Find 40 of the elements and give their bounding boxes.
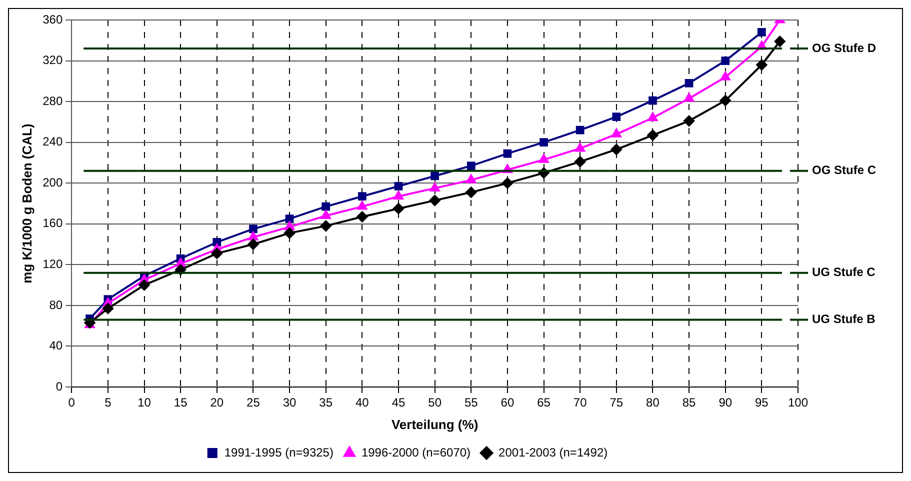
y-tick-label: 120 <box>42 256 63 271</box>
y-tick-label: 320 <box>42 53 63 68</box>
x-tick-label: 20 <box>210 396 224 410</box>
y-tick-label: 200 <box>42 175 63 190</box>
x-tick-label: 85 <box>682 396 696 410</box>
x-tick-label: 80 <box>646 396 660 410</box>
x-tick-label: 60 <box>500 396 514 410</box>
x-tick-label: 55 <box>464 396 478 410</box>
x-tick-label: 0 <box>68 396 76 410</box>
x-tick-label: 95 <box>755 396 769 410</box>
x-tick-label: 10 <box>138 396 152 410</box>
y-tick-label: 160 <box>42 216 63 230</box>
y-tick-label: 80 <box>49 298 63 312</box>
legend-label: 2001-2003 (n=1492) <box>498 445 608 460</box>
legend-label: 1996-2000 (n=6070) <box>361 445 471 460</box>
ref-line-label: UG Stufe B <box>812 312 876 326</box>
ref-line-label: OG Stufe D <box>812 40 876 55</box>
x-axis-title: Verteilung (%) <box>391 416 478 432</box>
x-tick-label: 40 <box>355 396 370 410</box>
y-axis-title: mg K/1000 g Boden (CAL) <box>19 124 34 284</box>
x-tick-label: 35 <box>319 396 333 410</box>
y-tick-label: 360 <box>42 12 63 26</box>
x-tick-label: 70 <box>573 396 588 410</box>
y-tick-label: 0 <box>56 379 63 394</box>
x-tick-label: 25 <box>246 396 260 410</box>
x-tick-label: 30 <box>282 396 297 410</box>
x-tick-label: 100 <box>788 396 808 410</box>
x-tick-label: 90 <box>718 396 732 410</box>
y-tick-label: 240 <box>42 134 63 149</box>
x-tick-label: 50 <box>428 396 442 410</box>
x-tick-label: 45 <box>392 396 406 410</box>
x-tick-label: 5 <box>104 396 112 410</box>
ref-line-label: UG Stufe C <box>812 265 876 280</box>
y-tick-label: 280 <box>42 94 63 108</box>
x-tick-label: 75 <box>610 396 624 410</box>
x-tick-label: 15 <box>174 396 188 410</box>
legend-label: 1991-1995 (n=9325) <box>224 445 334 460</box>
x-tick-label: 65 <box>537 396 551 410</box>
ref-line-label: OG Stufe C <box>812 163 876 178</box>
y-tick-label: 40 <box>49 338 63 353</box>
